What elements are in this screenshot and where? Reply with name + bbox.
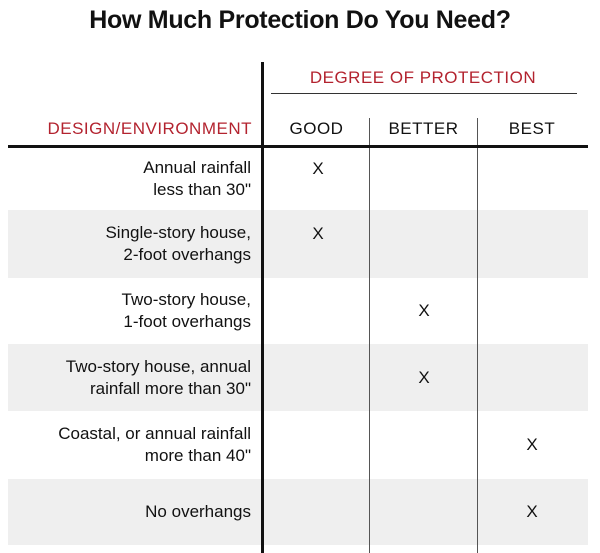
- group-underline: [271, 93, 577, 94]
- row-label: Single-story house, 2-foot overhangs: [105, 210, 251, 278]
- mark-better: X: [418, 301, 430, 320]
- header-good: GOOD: [289, 119, 344, 138]
- row-label-line: Two-story house, annual: [65, 356, 251, 376]
- column-divider: [369, 118, 370, 553]
- page-title: How Much Protection Do You Need?: [89, 6, 511, 34]
- mark-good: X: [312, 224, 324, 243]
- row-label-line: Annual rainfall: [143, 158, 251, 177]
- table-row: Coastal, or annual rainfall more than 40"…: [8, 411, 588, 479]
- table-row: Two-story house, 1-foot overhangs X: [8, 278, 588, 344]
- row-label-line: Two-story house,: [121, 290, 251, 309]
- header-best: BEST: [508, 119, 556, 138]
- mark-best: X: [526, 435, 538, 454]
- header-better: BETTER: [388, 119, 459, 138]
- table-row: Two-story house, annual rainfall more tha…: [8, 344, 588, 411]
- mark-good: [264, 278, 372, 344]
- row-label: Two-story house, 1-foot overhangs: [122, 278, 251, 344]
- mark-good: X: [312, 159, 324, 178]
- mark-best: X: [526, 502, 538, 521]
- mark-better: [370, 479, 478, 545]
- row-label-line: more than 40": [144, 446, 251, 465]
- table-row: No overhangs X: [8, 479, 588, 545]
- mark-better: [370, 148, 478, 210]
- mark-good: [264, 411, 372, 479]
- mark-best: [478, 344, 586, 411]
- row-label-line: 2-foot overhangs: [123, 245, 251, 264]
- row-label: Coastal, or annual rainfall more than 40": [58, 411, 251, 479]
- row-label-line: Coastal, or annual rainfall: [58, 424, 251, 443]
- row-label: Two-story house, annual rainfall more tha…: [66, 344, 251, 411]
- row-label: No overhangs: [145, 479, 251, 545]
- mark-better: [370, 210, 478, 278]
- mark-best: [478, 148, 586, 210]
- mark-better: [370, 411, 478, 479]
- mark-best: [478, 278, 586, 344]
- row-label-line: No overhangs: [145, 502, 251, 521]
- mark-good: [264, 344, 372, 411]
- mark-good: [264, 479, 372, 545]
- row-label-line: 1-foot overhangs: [123, 312, 251, 331]
- column-divider: [477, 118, 478, 553]
- header-rule: [8, 145, 588, 148]
- row-label-line: rainfall more than 30": [89, 378, 251, 398]
- column-divider: [261, 62, 264, 553]
- mark-best: [478, 210, 586, 278]
- row-label-line: Single-story house,: [105, 223, 251, 242]
- mark-better: X: [418, 367, 430, 387]
- table-row: Annual rainfall less than 30" X: [8, 148, 588, 210]
- table-row: Single-story house, 2-foot overhangs X: [8, 210, 588, 278]
- group-header: DEGREE OF PROTECTION: [309, 68, 537, 87]
- row-label-line: less than 30": [153, 180, 251, 199]
- row-label: Annual rainfall less than 30": [143, 148, 251, 210]
- header-design-environment: DESIGN/ENVIRONMENT: [47, 119, 252, 138]
